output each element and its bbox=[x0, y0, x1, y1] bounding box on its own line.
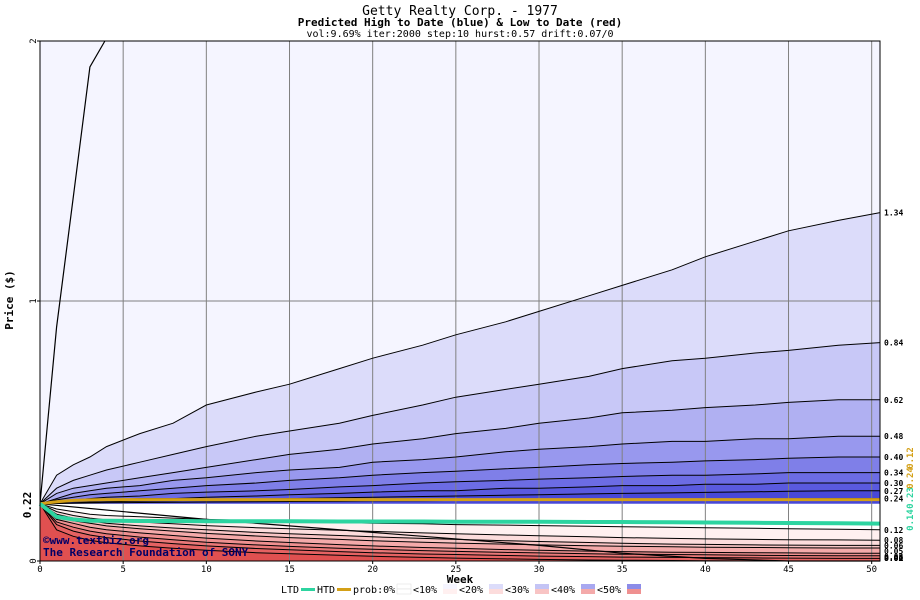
y-tick-label-1: 1 bbox=[29, 298, 39, 303]
y-tick-label-2: 2 bbox=[29, 38, 39, 43]
legend-swatch-1-high bbox=[443, 584, 457, 589]
right-label-0.00: 0.00 bbox=[884, 554, 903, 563]
edge-label-3: 0.12 bbox=[906, 447, 916, 469]
chart-subtitle: Predicted High to Date (blue) & Low to D… bbox=[298, 16, 623, 29]
low-line-0.03 bbox=[39, 503, 880, 554]
legend-swatch-2-low bbox=[489, 589, 503, 594]
x-tick-label-0: 0 bbox=[37, 565, 42, 575]
low-line-0.05 bbox=[39, 503, 880, 549]
ltd-line bbox=[38, 502, 881, 526]
high-line-1.34 bbox=[39, 212, 881, 505]
x-tick-labels: 0 5 10 15 20 25 30 35 40 45 50 bbox=[37, 561, 877, 575]
y-tick-labels: 0 1 2 bbox=[29, 38, 40, 564]
legend-swatch-0-high bbox=[396, 583, 412, 590]
chart-params: vol:9.69% iter:2000 step:10 hurst:0.57 d… bbox=[306, 29, 613, 40]
right-label-0.03: 0.03 bbox=[884, 553, 903, 562]
low-line-0.06 bbox=[39, 503, 880, 546]
legend-ltd-swatch bbox=[301, 588, 315, 591]
right-label-0.62: 0.62 bbox=[884, 396, 903, 405]
right-label-1.34: 1.34 bbox=[884, 209, 903, 218]
right-label-0.34: 0.34 bbox=[884, 469, 903, 478]
legend-swatch-4-low bbox=[581, 589, 595, 594]
edge-label-2: 0.24 bbox=[906, 467, 916, 489]
high-line-0.48 bbox=[39, 435, 880, 505]
low-line-0.12 bbox=[39, 503, 881, 531]
x-tick-label-30: 30 bbox=[534, 565, 545, 575]
legend-swatch-4-high bbox=[581, 584, 595, 589]
legend-swatch-1-low bbox=[443, 589, 457, 594]
high-line-0.34 bbox=[39, 472, 880, 505]
high-line-0.84 bbox=[39, 342, 881, 505]
low-band-6 bbox=[40, 503, 880, 561]
x-axis-label: Week bbox=[447, 573, 474, 586]
legend-swatch-5-low bbox=[627, 589, 641, 594]
high-line-0.62 bbox=[39, 399, 880, 505]
right-label-0.24: 0.24 bbox=[884, 495, 903, 504]
legend-item-4: <50% bbox=[597, 585, 621, 596]
legend-htd-label: HTD bbox=[317, 585, 335, 596]
legend-htd-swatch bbox=[337, 588, 351, 591]
x-tick-label-50: 50 bbox=[866, 565, 877, 575]
legend-prob-prefix: prob:0% bbox=[353, 585, 395, 596]
right-percentile-labels: 1.34 0.84 0.62 0.48 0.40 0.340.300.270.24 0.12… bbox=[884, 209, 903, 563]
x-tick-label-40: 40 bbox=[700, 565, 711, 575]
chart-title: Getty Realty Corp. - 1977 bbox=[362, 4, 558, 19]
right-label-0.48: 0.48 bbox=[884, 432, 903, 441]
high-line-0.40 bbox=[39, 456, 880, 505]
right-label-0.05: 0.05 bbox=[884, 547, 903, 556]
x-tick-label-5: 5 bbox=[120, 565, 125, 575]
right-label-0.27: 0.27 bbox=[884, 487, 903, 496]
legend-swatch-3-low bbox=[535, 589, 549, 594]
legend-swatch-3-high bbox=[535, 584, 549, 589]
x-tick-label-35: 35 bbox=[617, 565, 628, 575]
low-line-0.01 bbox=[39, 503, 880, 559]
watermark-org: The Research Foundation of SONY bbox=[43, 546, 249, 559]
right-label-0.84: 0.84 bbox=[884, 339, 903, 348]
low-band-8 bbox=[40, 503, 880, 561]
ltd-htd-lines bbox=[38, 498, 881, 526]
right-edge-labels: 0.140.230.240.12 bbox=[906, 447, 916, 531]
right-label-0.12: 0.12 bbox=[884, 526, 903, 535]
legend-item-2: <30% bbox=[505, 585, 529, 596]
legend-item-0: <10% bbox=[413, 585, 437, 596]
y-tick-label-0: 0 bbox=[29, 558, 39, 563]
right-label-0.02: 0.02 bbox=[884, 554, 903, 563]
x-tick-label-20: 20 bbox=[367, 565, 378, 575]
legend-item-1: <20% bbox=[459, 585, 483, 596]
htd-line bbox=[39, 498, 880, 506]
right-label-0.08: 0.08 bbox=[884, 536, 903, 545]
legend-swatch-2-high bbox=[489, 584, 503, 589]
right-label-0.40: 0.40 bbox=[884, 453, 903, 462]
legend-swatch-5-high bbox=[627, 584, 641, 589]
high-line-0.27 bbox=[39, 490, 880, 505]
low-line-0.02 bbox=[39, 503, 880, 557]
y-axis-label: Price ($) bbox=[3, 270, 16, 330]
right-label-0.01: 0.01 bbox=[884, 554, 903, 563]
x-tick-label-25: 25 bbox=[450, 565, 461, 575]
legend-swatch-0-low bbox=[396, 588, 412, 595]
grid-lines bbox=[40, 41, 880, 561]
legend-item-3: <40% bbox=[551, 585, 575, 596]
watermark-url: ©www.textbiz.org bbox=[43, 534, 149, 547]
right-label-0.06: 0.06 bbox=[884, 542, 903, 551]
x-tick-label-10: 10 bbox=[201, 565, 212, 575]
x-tick-label-15: 15 bbox=[284, 565, 295, 575]
edge-label-0: 0.14 bbox=[906, 509, 916, 531]
max-path-line bbox=[39, 40, 106, 504]
start-value-label: 0.22 bbox=[21, 492, 34, 519]
right-label-0.30: 0.30 bbox=[884, 479, 903, 488]
edge-label-1: 0.23 bbox=[906, 487, 916, 509]
x-tick-label-45: 45 bbox=[783, 565, 794, 575]
legend: LTD HTD prob:0% <10% <20% <30% <40% <50% bbox=[281, 583, 641, 596]
legend-ltd-label: LTD bbox=[281, 585, 299, 596]
